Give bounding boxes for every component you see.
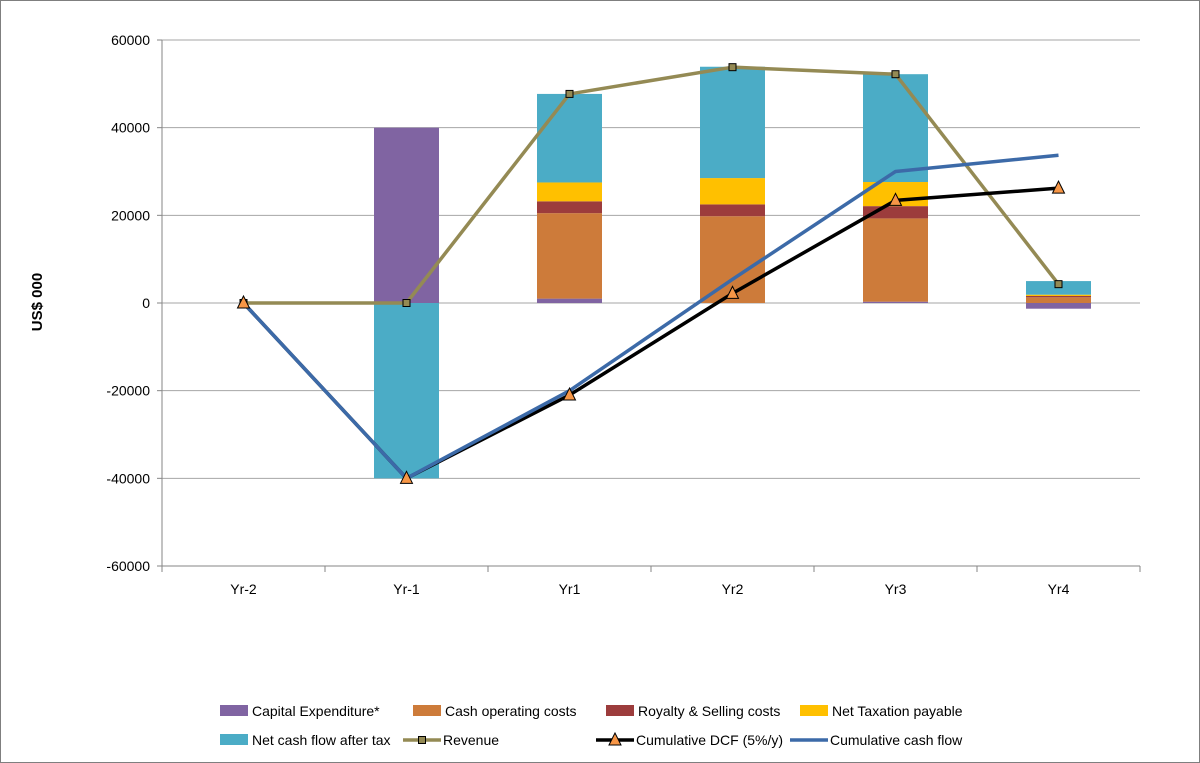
axes	[157, 39, 1141, 572]
point-marker	[236, 294, 251, 309]
legend-swatch	[606, 705, 634, 716]
y-axis-label: US$ 000	[29, 273, 46, 331]
legend-swatch	[220, 705, 248, 716]
series-line	[243, 65, 1060, 305]
point-marker	[399, 470, 414, 484]
bar-segment	[863, 74, 928, 183]
bar-segment	[537, 201, 602, 214]
bar-segment	[1026, 303, 1091, 309]
x-tick-label: Yr2	[722, 581, 744, 597]
legend-item: Cash operating costs	[413, 703, 577, 719]
bar-segment	[1026, 295, 1091, 298]
legend-swatch	[413, 705, 441, 716]
point-marker	[1054, 280, 1063, 289]
x-tick-label: Yr-2	[230, 581, 257, 597]
y-tick-label: -40000	[106, 470, 150, 486]
legend-swatch	[800, 705, 828, 716]
x-tick-label: Yr3	[885, 581, 907, 597]
x-tick-label: Yr-1	[393, 581, 420, 597]
point-marker	[891, 70, 900, 79]
legend-label: Cash operating costs	[445, 703, 577, 719]
legend-label: Cumulative cash flow	[830, 732, 963, 748]
bar-segment	[1026, 297, 1091, 303]
legend-item: Cumulative DCF (5%/y)	[596, 731, 783, 748]
point-marker	[562, 386, 577, 401]
point-marker	[565, 89, 574, 98]
legend-label: Capital Expenditure*	[252, 703, 380, 719]
y-tick-label: 20000	[111, 207, 150, 223]
bar-segment	[863, 301, 928, 303]
x-tick-label: Yr4	[1048, 581, 1070, 597]
legend-label: Net Taxation payable	[832, 703, 963, 719]
series-line	[242, 153, 1059, 481]
bar-segment	[1026, 294, 1091, 296]
y-tick-label: 0	[142, 295, 150, 311]
bar-segment	[537, 182, 602, 202]
bar-segment	[537, 298, 602, 303]
bar-stacks	[374, 66, 1091, 479]
x-tick-labels: Yr-2 Yr-1 Yr1 Yr2 Yr3 Yr4	[230, 581, 1069, 597]
point-marker	[402, 299, 411, 307]
point-marker	[888, 192, 903, 206]
legend-label: Revenue	[443, 732, 499, 748]
y-tick-label: -60000	[106, 558, 150, 574]
bar-segment	[374, 303, 439, 479]
legend-item: Royalty & Selling costs	[606, 703, 780, 719]
point-marker	[725, 285, 740, 299]
bar-segment	[700, 66, 765, 179]
legend-label: Royalty & Selling costs	[638, 703, 780, 719]
y-tick-label: 60000	[111, 32, 150, 48]
legend: Capital Expenditure* Cash operating costs…	[220, 703, 963, 748]
legend-marker	[418, 736, 426, 744]
bar-segment	[537, 213, 602, 299]
legend-label: Cumulative DCF (5%/y)	[636, 732, 783, 748]
bar-segment	[700, 178, 765, 205]
bar-segment	[374, 127, 439, 304]
legend-swatch	[220, 734, 248, 745]
x-tick-label: Yr1	[559, 581, 581, 597]
line-series	[236, 63, 1066, 484]
legend-item: Net cash flow after tax	[220, 732, 391, 748]
legend-item: Capital Expenditure*	[220, 703, 380, 719]
y-tick-labels: 60000 40000 20000 0 -20000 -40000 -60000	[106, 32, 150, 574]
legend-item: Revenue	[403, 732, 499, 748]
y-tick-label: 40000	[111, 120, 150, 136]
legend-label: Net cash flow after tax	[252, 732, 391, 748]
bar-segment	[863, 218, 928, 302]
legend-item: Net Taxation payable	[800, 703, 963, 719]
legend-marker	[608, 731, 622, 746]
bar-segment	[537, 93, 602, 183]
legend-item: Cumulative cash flow	[790, 732, 963, 748]
point-marker	[728, 63, 737, 72]
point-marker	[1051, 180, 1066, 194]
y-tick-label: -20000	[106, 383, 150, 399]
bar-segment	[700, 204, 765, 217]
